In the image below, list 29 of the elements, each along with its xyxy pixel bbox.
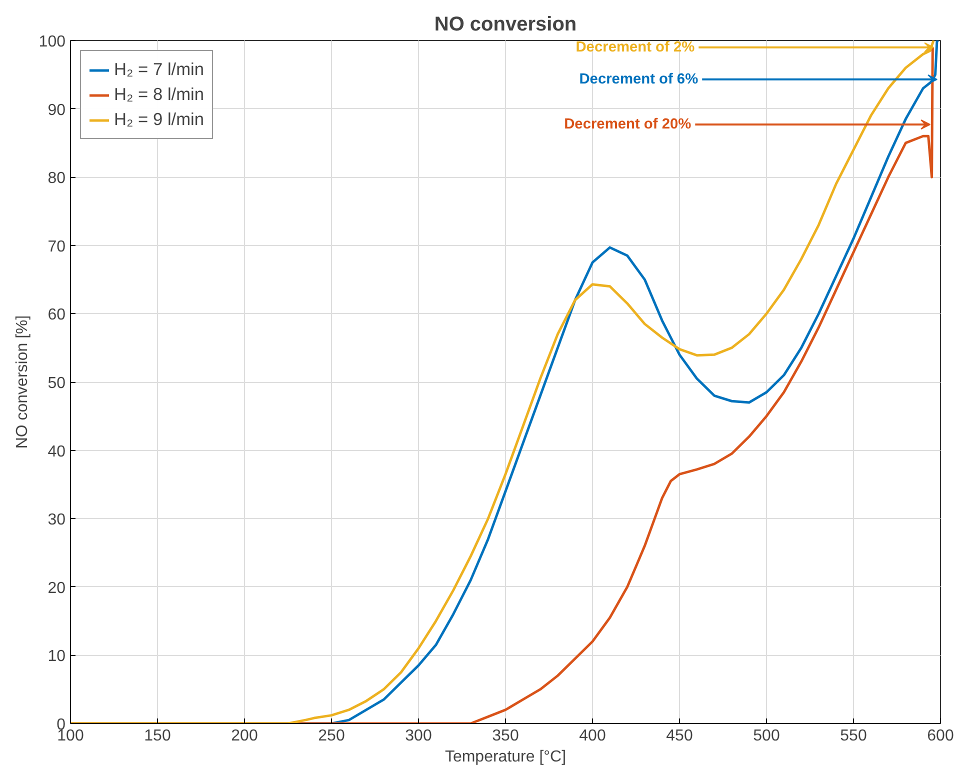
legend-label: H₂ = 7 l/min bbox=[114, 59, 204, 80]
y-tick-label: 40 bbox=[48, 443, 66, 460]
y-tick-label: 80 bbox=[48, 170, 66, 188]
y-tick-label: 10 bbox=[48, 648, 66, 666]
x-tick-label: 450 bbox=[666, 728, 693, 744]
legend-label: H₂ = 9 l/min bbox=[114, 109, 204, 130]
y-tick-label: 70 bbox=[48, 238, 66, 256]
annotation: Decrement of 6% bbox=[579, 71, 698, 88]
x-tick-label: 250 bbox=[318, 728, 345, 744]
x-tick-label: 500 bbox=[753, 728, 780, 744]
y-tick-label: 90 bbox=[48, 102, 66, 119]
chart-title: NO conversion bbox=[434, 14, 577, 36]
x-tick-label: 400 bbox=[579, 728, 606, 744]
y-tick-label: 30 bbox=[48, 512, 66, 529]
x-tick-label: 200 bbox=[231, 728, 258, 744]
y-tick-label: 50 bbox=[48, 375, 66, 392]
y-axis-title: NO conversion [%] bbox=[14, 315, 31, 449]
legend-label: H₂ = 8 l/min bbox=[114, 84, 204, 105]
x-tick-label: 550 bbox=[840, 728, 867, 744]
y-tick-label: 100 bbox=[38, 34, 66, 50]
x-tick-label: 600 bbox=[927, 728, 954, 744]
x-tick-label: 300 bbox=[405, 728, 432, 744]
x-axis-title: Temperature [°C] bbox=[444, 748, 566, 766]
x-tick-label: 150 bbox=[144, 728, 171, 744]
x-tick-label: 350 bbox=[492, 728, 519, 744]
annotation: Decrement of 20% bbox=[564, 116, 692, 133]
y-tick-label: 20 bbox=[48, 580, 66, 597]
y-tick-label: 60 bbox=[48, 306, 66, 324]
annotation: Decrement of 2% bbox=[576, 39, 695, 56]
